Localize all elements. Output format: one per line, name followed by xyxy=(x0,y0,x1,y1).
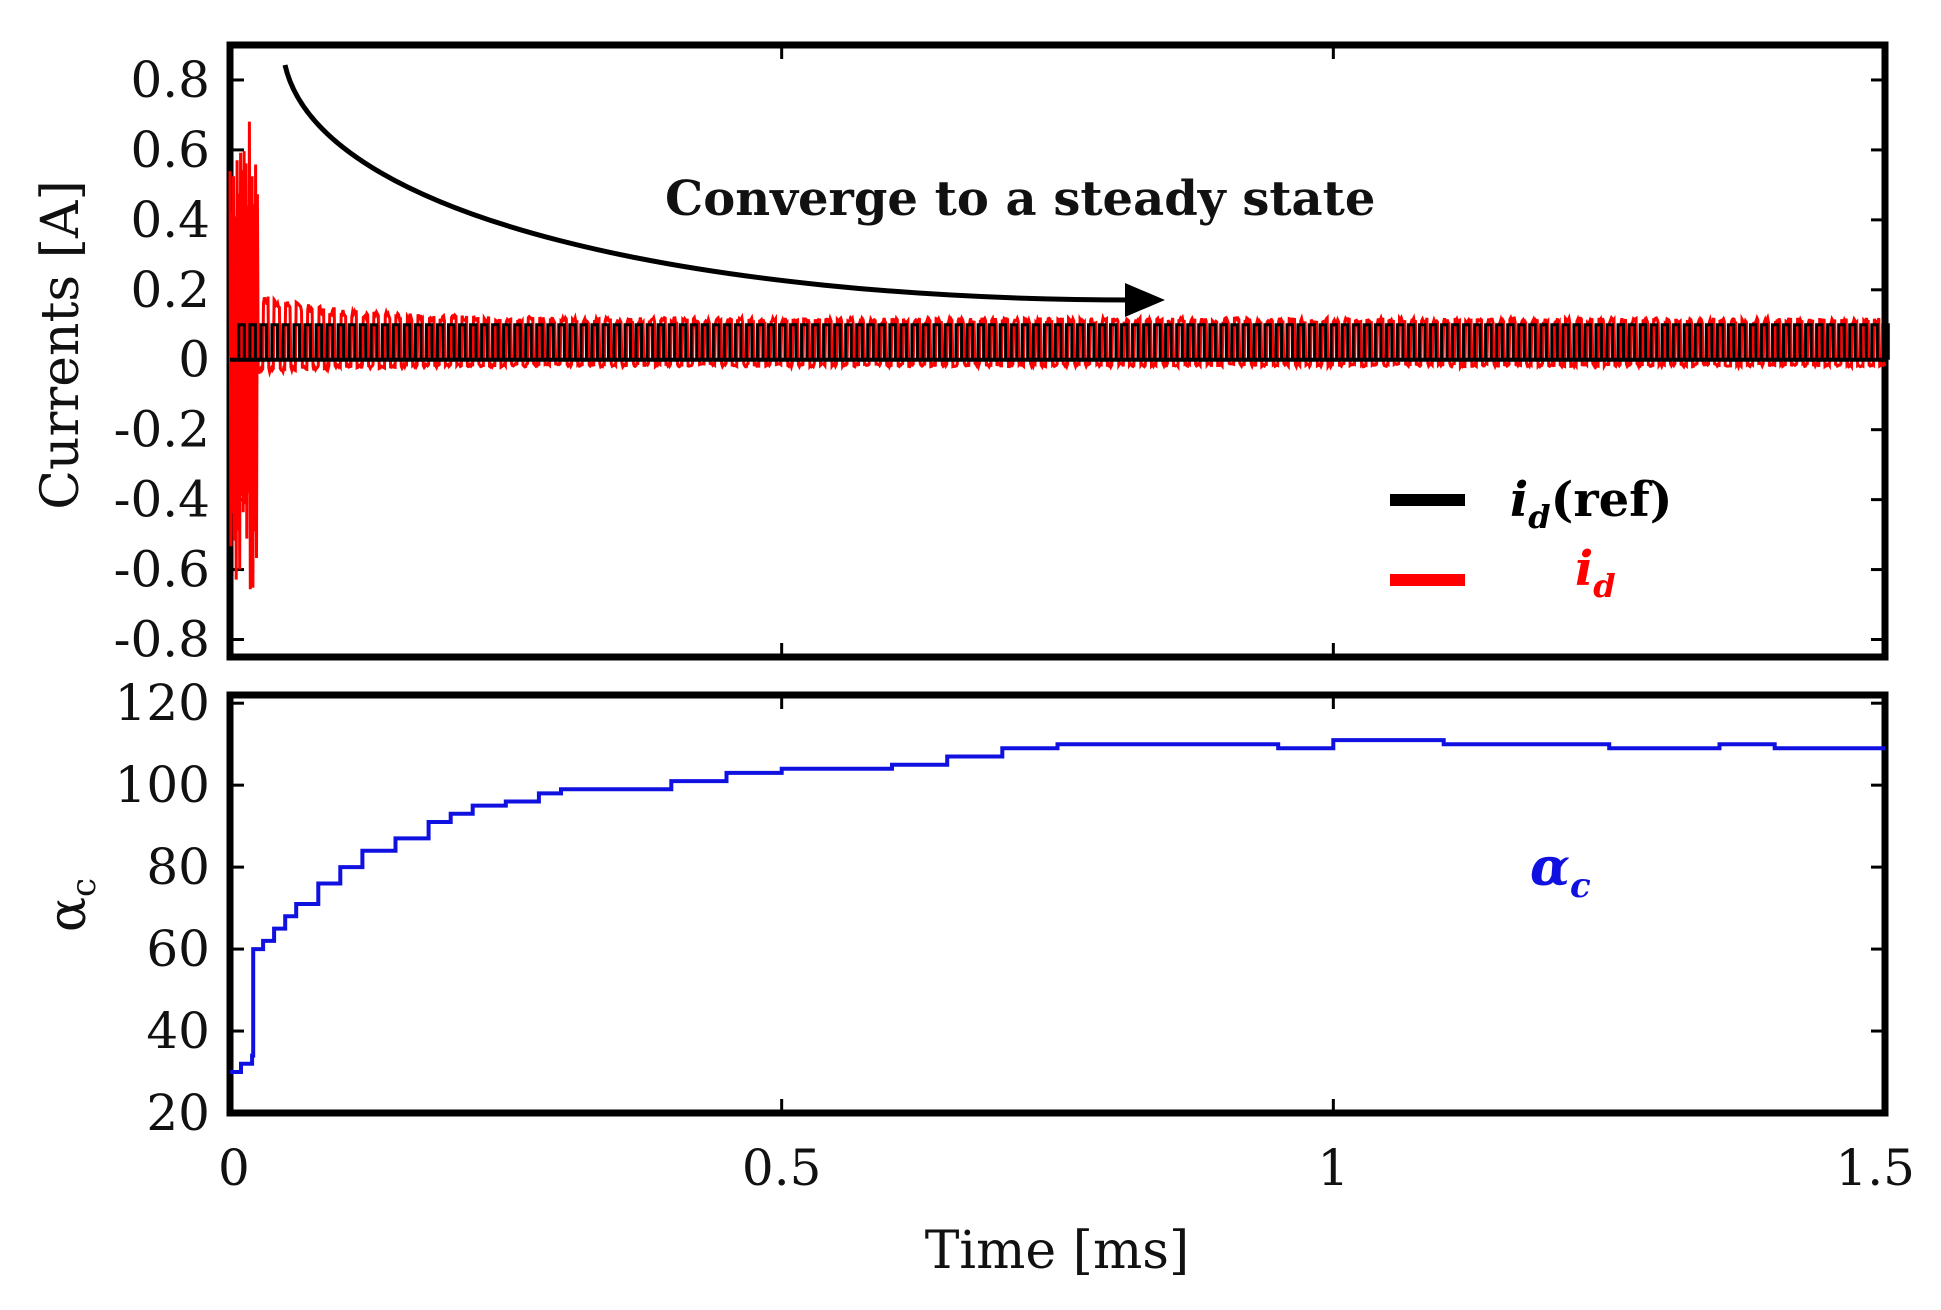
currents-series xyxy=(228,121,1890,590)
convergence-arrowhead xyxy=(1125,283,1165,317)
alpha-series xyxy=(230,738,1885,1074)
legend-label-id: id xyxy=(1575,541,1616,605)
alpha-ytick-label: 120 xyxy=(115,674,210,732)
alpha-ylabel: αc xyxy=(38,878,104,932)
alpha-ytick-label: 80 xyxy=(146,838,210,896)
currents-ytick-label: 0.2 xyxy=(130,261,210,319)
legend: id(ref) id xyxy=(1390,472,1673,605)
alpha-plot-frame xyxy=(226,691,1889,1117)
currents-ytick-label: 0.6 xyxy=(130,121,210,179)
series-id-measured xyxy=(228,121,1887,590)
alpha-ytick-label: 100 xyxy=(115,756,210,814)
currents-ylabel: Currents [A] xyxy=(31,180,91,510)
currents-ytick-label: 0.4 xyxy=(130,191,210,249)
currents-yticks: 0.8 0.6 0.4 0.2 0 -0.2 -0.4 -0.6 -0.8 xyxy=(114,51,1885,669)
currents-ytick-label: -0.6 xyxy=(114,541,210,599)
convergence-arrow xyxy=(282,64,1136,303)
series-alpha-c xyxy=(230,738,1885,1074)
alpha-ytick-label: 40 xyxy=(146,1002,210,1060)
currents-ytick-label: -0.2 xyxy=(114,401,210,459)
alpha-ytick-label: 60 xyxy=(146,920,210,978)
currents-ytick-label: -0.4 xyxy=(114,471,210,529)
convergence-annotation: Converge to a steady state xyxy=(665,171,1375,227)
alpha-yticks: 120 100 80 60 40 20 xyxy=(115,674,1885,1142)
alpha-annotation: αc xyxy=(1530,837,1591,906)
alpha-xtick-label: 0 xyxy=(218,1139,250,1197)
alpha-xticks: 0 0.5 1 1.5 xyxy=(218,695,1915,1197)
currents-xticks xyxy=(228,45,1887,657)
alpha-panel: 120 100 80 60 40 20 0 0.5 1 1.5 αc αc Time [ms] xyxy=(38,674,1915,1281)
currents-ytick-label: -0.8 xyxy=(114,611,210,669)
alpha-xtick-label: 1.5 xyxy=(1835,1139,1915,1197)
alpha-xtick-label: 0.5 xyxy=(742,1139,822,1197)
currents-ytick-label: 0.8 xyxy=(130,51,210,109)
alpha-xtick-label: 1 xyxy=(1317,1139,1349,1197)
alpha-ytick-label: 20 xyxy=(146,1084,210,1142)
currents-ytick-label: 0 xyxy=(178,331,210,389)
legend-label-id-ref: id(ref) xyxy=(1510,472,1673,536)
time-xlabel: Time [ms] xyxy=(925,1221,1190,1281)
currents-panel: 0.8 0.6 0.4 0.2 0 -0.2 -0.4 -0.6 -0.8 Currents [… xyxy=(31,41,1890,669)
